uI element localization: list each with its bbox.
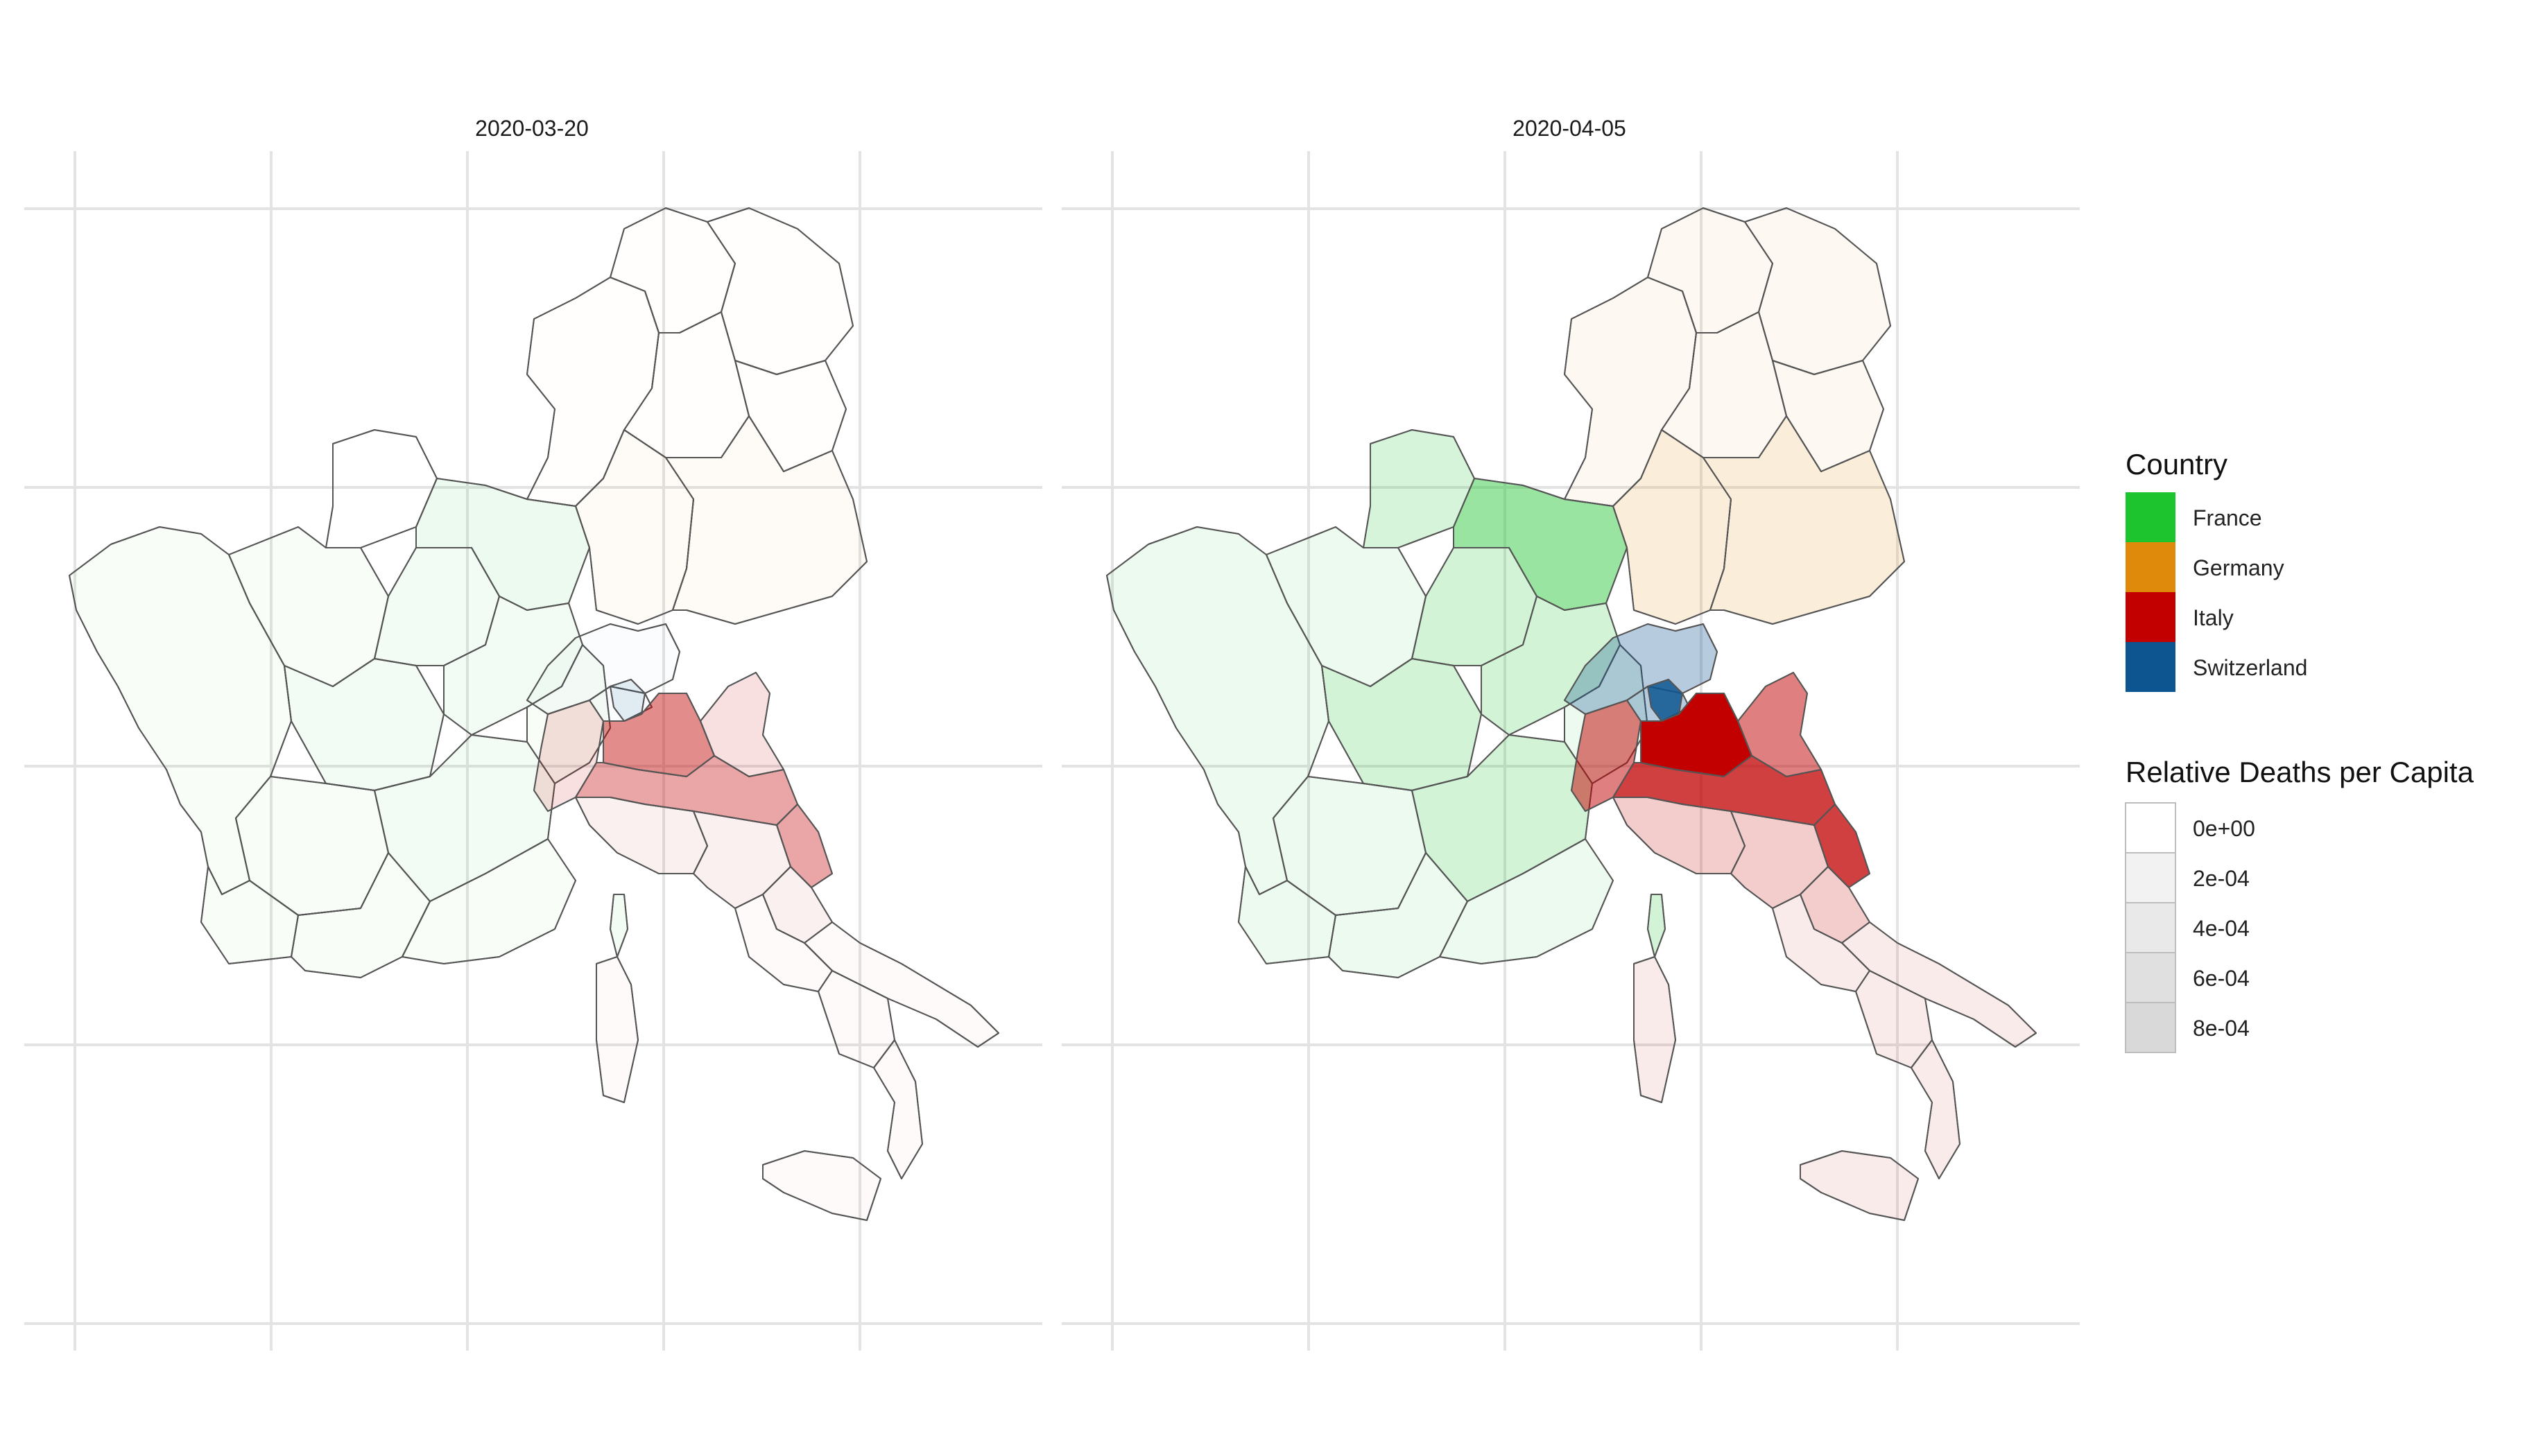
legend: Country France Germany Italy Switzerland Rela… xyxy=(2125,448,2474,1053)
legend-label-country: Switzerland xyxy=(2193,655,2307,680)
region-outline xyxy=(1439,838,1614,964)
region-italy xyxy=(1911,1039,1960,1179)
legend-label-deaths: 2e-04 xyxy=(2193,866,2250,891)
region-italy xyxy=(873,1039,923,1179)
region-outline xyxy=(1633,956,1676,1103)
region-italy xyxy=(762,1150,881,1221)
region-outline xyxy=(415,478,590,611)
region-outline xyxy=(1703,415,1905,625)
region-france xyxy=(1321,658,1482,791)
legend-swatch-country xyxy=(2126,642,2175,692)
region-outline xyxy=(1800,1150,1919,1221)
legend-label-deaths: 8e-04 xyxy=(2193,1016,2250,1041)
region-outline xyxy=(402,838,576,964)
map-panel-2: 2020-04-05 xyxy=(1062,116,2080,1351)
region-france xyxy=(284,658,445,791)
panel-title: 2020-03-20 xyxy=(475,116,589,141)
region-outline xyxy=(665,415,868,625)
legend-swatch-country xyxy=(2126,542,2175,592)
legend-label-deaths: 4e-04 xyxy=(2193,916,2250,941)
legend-label-deaths: 0e+00 xyxy=(2193,816,2255,841)
legend-swatch-deaths xyxy=(2125,1002,2176,1053)
legend-deaths-title: Relative Deaths per Capita xyxy=(2126,756,2474,788)
region-outline xyxy=(1453,478,1628,611)
legend-label-deaths: 6e-04 xyxy=(2193,966,2250,991)
region-outline xyxy=(804,921,999,1048)
region-outline xyxy=(1647,894,1666,957)
legend-swatch-deaths xyxy=(2125,852,2176,903)
region-outline xyxy=(284,658,445,791)
legend-swatch-deaths xyxy=(2125,802,2176,853)
map-panel-1: 2020-03-20 xyxy=(24,116,1042,1351)
legend-label-country: Germany xyxy=(2193,555,2284,580)
legend-label-country: Italy xyxy=(2193,605,2234,630)
region-outline xyxy=(1911,1039,1960,1179)
legend-swatch-country xyxy=(2126,592,2175,642)
region-italy xyxy=(596,956,639,1103)
legend-swatch-deaths xyxy=(2125,902,2176,953)
panel-title: 2020-04-05 xyxy=(1512,116,1626,141)
legend-swatch-deaths xyxy=(2125,952,2176,1003)
region-outline xyxy=(596,956,639,1103)
region-outline xyxy=(1321,658,1482,791)
region-outline xyxy=(873,1039,923,1179)
region-group xyxy=(69,207,999,1221)
legend-label-country: France xyxy=(2193,505,2262,530)
region-outline xyxy=(526,644,611,784)
region-italy xyxy=(1800,1150,1919,1221)
legend-swatch-country xyxy=(2126,492,2175,542)
region-outline xyxy=(1841,921,2037,1048)
region-group xyxy=(1106,207,2037,1221)
region-outline xyxy=(762,1150,881,1221)
region-outline xyxy=(610,894,628,957)
legend-country-title: Country xyxy=(2126,448,2227,480)
region-italy xyxy=(1633,956,1676,1103)
